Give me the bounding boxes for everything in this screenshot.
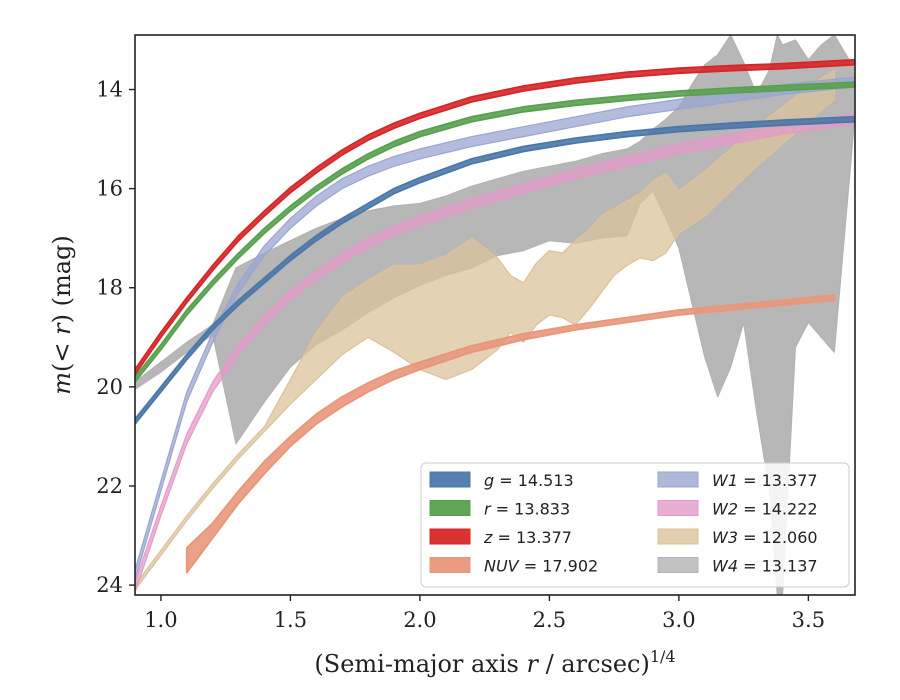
x-tick-label: 1.5 [274,608,307,632]
legend-swatch-w1 [657,471,699,488]
legend-swatch-r [429,500,471,516]
legend-label-w2: W2 = 14.222 [712,500,818,519]
y-tick-label: 16 [96,177,123,201]
legend-swatch-w2 [657,500,699,516]
y-tick-label: 24 [96,573,123,597]
legend-label-g: g = 14.513 [484,471,574,490]
legend-swatch-g [429,471,471,488]
y-axis-label: m(< r) (mag) [48,235,76,395]
legend-label-nuv: NUV = 17.902 [484,557,598,576]
x-axis-label: (Semi-major axis r / arcsec)1/4 [314,647,675,678]
x-tick-label: 3.0 [662,608,695,632]
legend-frame [420,462,850,588]
x-tick-label: 3.5 [792,608,825,632]
legend-label-r: r = 13.833 [484,500,570,519]
legend-label-w1: W1 = 13.377 [712,471,818,490]
series-band-w1 [135,76,855,581]
x-tick-label: 2.5 [533,608,566,632]
series-band-nuv [185,294,836,574]
y-tick-label: 14 [96,78,123,102]
legend-swatch-nuv [429,557,471,573]
ticks-layer: 1.0 1.5 2.0 2.5 3.0 3.5 14 16 18 20 22 24 [96,78,825,632]
legend-swatch-w4 [657,557,699,573]
x-tick-label: 1.0 [144,608,177,632]
y-tick-label: 18 [96,276,123,300]
legend-label-w4: W4 = 13.137 [712,557,818,576]
series-band-g [135,115,855,425]
series-band-z [135,58,855,376]
legend-label-w3: W3 = 12.060 [712,528,818,547]
legend-label-z: z = 13.377 [483,528,572,547]
y-tick-label: 22 [96,474,123,498]
series-band-w2 [135,113,855,594]
legend-swatch-w3 [657,528,699,545]
legend-swatch-z [429,528,471,545]
x-tick-label: 2.0 [403,608,436,632]
plot-frame [134,34,856,596]
y-tick-label: 20 [96,375,123,399]
series-band-w3 [135,69,835,591]
series-band-r [135,81,855,383]
series-layer [135,35,855,595]
legend: g = 14.513 r = 13.833 z = 13.377 NUV = 17.9… [420,462,850,588]
